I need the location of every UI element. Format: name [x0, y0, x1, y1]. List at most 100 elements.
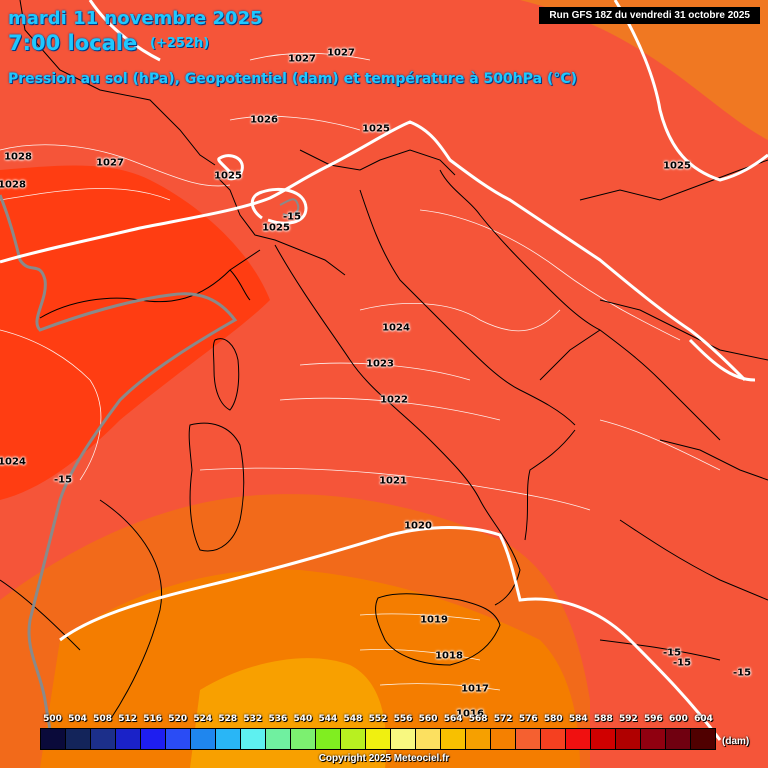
legend-tick-label: 500	[43, 714, 62, 724]
temperature-label: -15	[53, 474, 73, 486]
legend-tick-label: 548	[343, 714, 363, 724]
map-subtitle: Pression au sol (hPa), Geopotentiel (dam…	[8, 71, 577, 87]
isobar-label: 1021	[379, 475, 407, 487]
legend-ticks: 500 504 508 512 516 520 524 528 532 536 540 544 548 5…	[40, 714, 716, 728]
legend-tick-label: 572	[493, 714, 513, 724]
border-line	[539, 329, 601, 381]
coastline	[229, 269, 251, 301]
isobar-label: 1017	[461, 683, 489, 695]
legend-tick-label: 528	[218, 714, 238, 724]
coastline-italy-heel	[524, 429, 576, 541]
legend-swatch	[66, 729, 91, 749]
isobar-label: 1026	[250, 114, 278, 126]
isobar-label: 1022	[380, 394, 408, 406]
legend-tick-label: 604	[694, 714, 713, 724]
temperature-label: -15	[662, 647, 682, 659]
isobar-label: 1019	[420, 614, 448, 626]
legend-tick-label: 564	[443, 714, 463, 724]
coastline	[599, 639, 721, 661]
geopotential-legend: 500 504 508 512 516 520 524 528 532 536 540 544 548 5…	[40, 714, 716, 750]
legend-swatch	[241, 729, 266, 749]
legend-swatch	[341, 729, 366, 749]
isobar-label: 1028	[4, 151, 32, 163]
legend-swatch	[216, 729, 241, 749]
temperature-label: -15	[282, 211, 302, 223]
isobar-lines	[0, 52, 721, 691]
legend-tick-label: 576	[518, 714, 538, 724]
geopotential-lines	[0, 0, 768, 741]
legend-unit: (dam)	[722, 736, 750, 747]
legend-swatch	[516, 729, 541, 749]
legend-tick-label: 540	[293, 714, 313, 724]
geopotential-contour	[0, 120, 747, 382]
legend-swatch	[141, 729, 166, 749]
forecast-time: 7:00 locale	[8, 31, 138, 55]
isobar-label: 1027	[288, 53, 316, 65]
legend-tick-label: 552	[368, 714, 388, 724]
geopotential-contour-closed	[217, 154, 244, 181]
temperature-label: -15	[732, 667, 752, 679]
legend-swatch	[316, 729, 341, 749]
legend-swatch	[541, 729, 566, 749]
isobar-label: 1027	[327, 47, 355, 59]
legend-swatch	[591, 729, 616, 749]
sicily	[375, 593, 501, 666]
geopotential-field-576	[0, 165, 270, 500]
isobar-line	[249, 52, 371, 61]
legend-tick-label: 512	[118, 714, 138, 724]
isobar-label: 1025	[214, 170, 242, 182]
geopotential-contour	[59, 526, 722, 741]
legend-swatch	[391, 729, 416, 749]
legend-swatch	[91, 729, 116, 749]
isobar-line	[0, 329, 102, 481]
isobar-line	[229, 115, 361, 131]
legend-swatch	[616, 729, 641, 749]
coastline-spain	[0, 579, 81, 651]
legend-tick-label: 556	[393, 714, 413, 724]
copyright-notice: Copyright 2025 Meteociel.fr	[318, 753, 450, 764]
legend-swatch	[416, 729, 441, 749]
legend-tick-label: 532	[243, 714, 263, 724]
legend-swatch	[441, 729, 466, 749]
legend-tick-label: 536	[268, 714, 288, 724]
legend-swatch	[366, 729, 391, 749]
legend-tick-label: 544	[318, 714, 338, 724]
forecast-date: mardi 11 novembre 2025	[8, 8, 263, 29]
legend-swatch	[566, 729, 591, 749]
isobar-line	[299, 362, 471, 381]
isobar-label: 1028	[0, 179, 26, 191]
geopotential-contour	[613, 0, 768, 182]
legend-tick-label: 588	[593, 714, 613, 724]
isobar-label: 1025	[262, 222, 290, 234]
isobar-label: 1023	[366, 358, 394, 370]
legend-tick-label: 592	[618, 714, 638, 724]
isobar-label: 1016	[456, 708, 484, 720]
border-line	[19, 0, 216, 166]
legend-swatch	[166, 729, 191, 749]
coastline-adriatic-east	[439, 169, 721, 441]
temperature-label: -15	[672, 657, 692, 669]
legend-tick-label: 600	[669, 714, 688, 724]
legend-tick-label: 520	[168, 714, 188, 724]
isobar-line	[359, 613, 481, 621]
isobar-label: 1024	[382, 322, 410, 334]
isobar-label: 1027	[96, 157, 124, 169]
legend-color-bar	[40, 728, 716, 750]
legend-tick-label: 560	[418, 714, 438, 724]
border-line	[599, 299, 768, 361]
legend-tick-label: 504	[68, 714, 87, 724]
legend-swatch	[691, 729, 715, 749]
legend-swatch	[491, 729, 516, 749]
isobar-label: 1020	[404, 520, 432, 532]
isobar-line	[199, 467, 591, 511]
sardinia	[188, 422, 245, 552]
legend-swatch	[641, 729, 666, 749]
legend-swatch	[466, 729, 491, 749]
legend-tick-label: 584	[568, 714, 588, 724]
isobar-label: 1024	[0, 456, 26, 468]
legend-tick-label: 568	[468, 714, 488, 724]
forecast-lead-time: (+252h)	[150, 36, 210, 51]
legend-swatch	[191, 729, 216, 749]
isobar-line	[0, 188, 171, 201]
